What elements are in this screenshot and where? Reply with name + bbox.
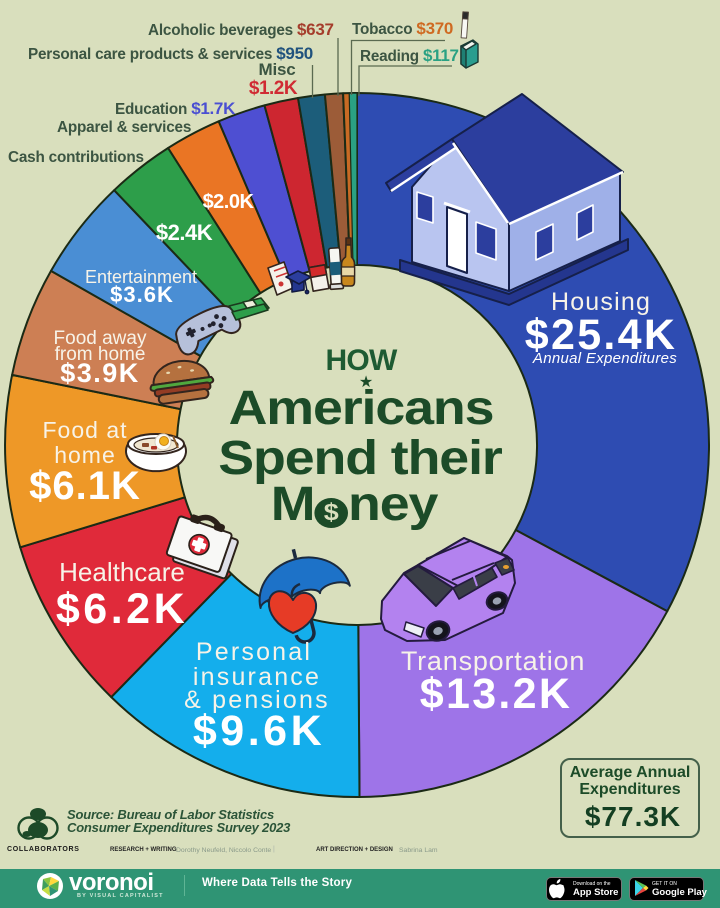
svg-text:Download on the: Download on the bbox=[573, 881, 611, 887]
svg-text:App Store: App Store bbox=[573, 887, 618, 898]
svg-text:Google Play: Google Play bbox=[652, 887, 708, 898]
svg-text:GET IT ON: GET IT ON bbox=[652, 881, 677, 887]
